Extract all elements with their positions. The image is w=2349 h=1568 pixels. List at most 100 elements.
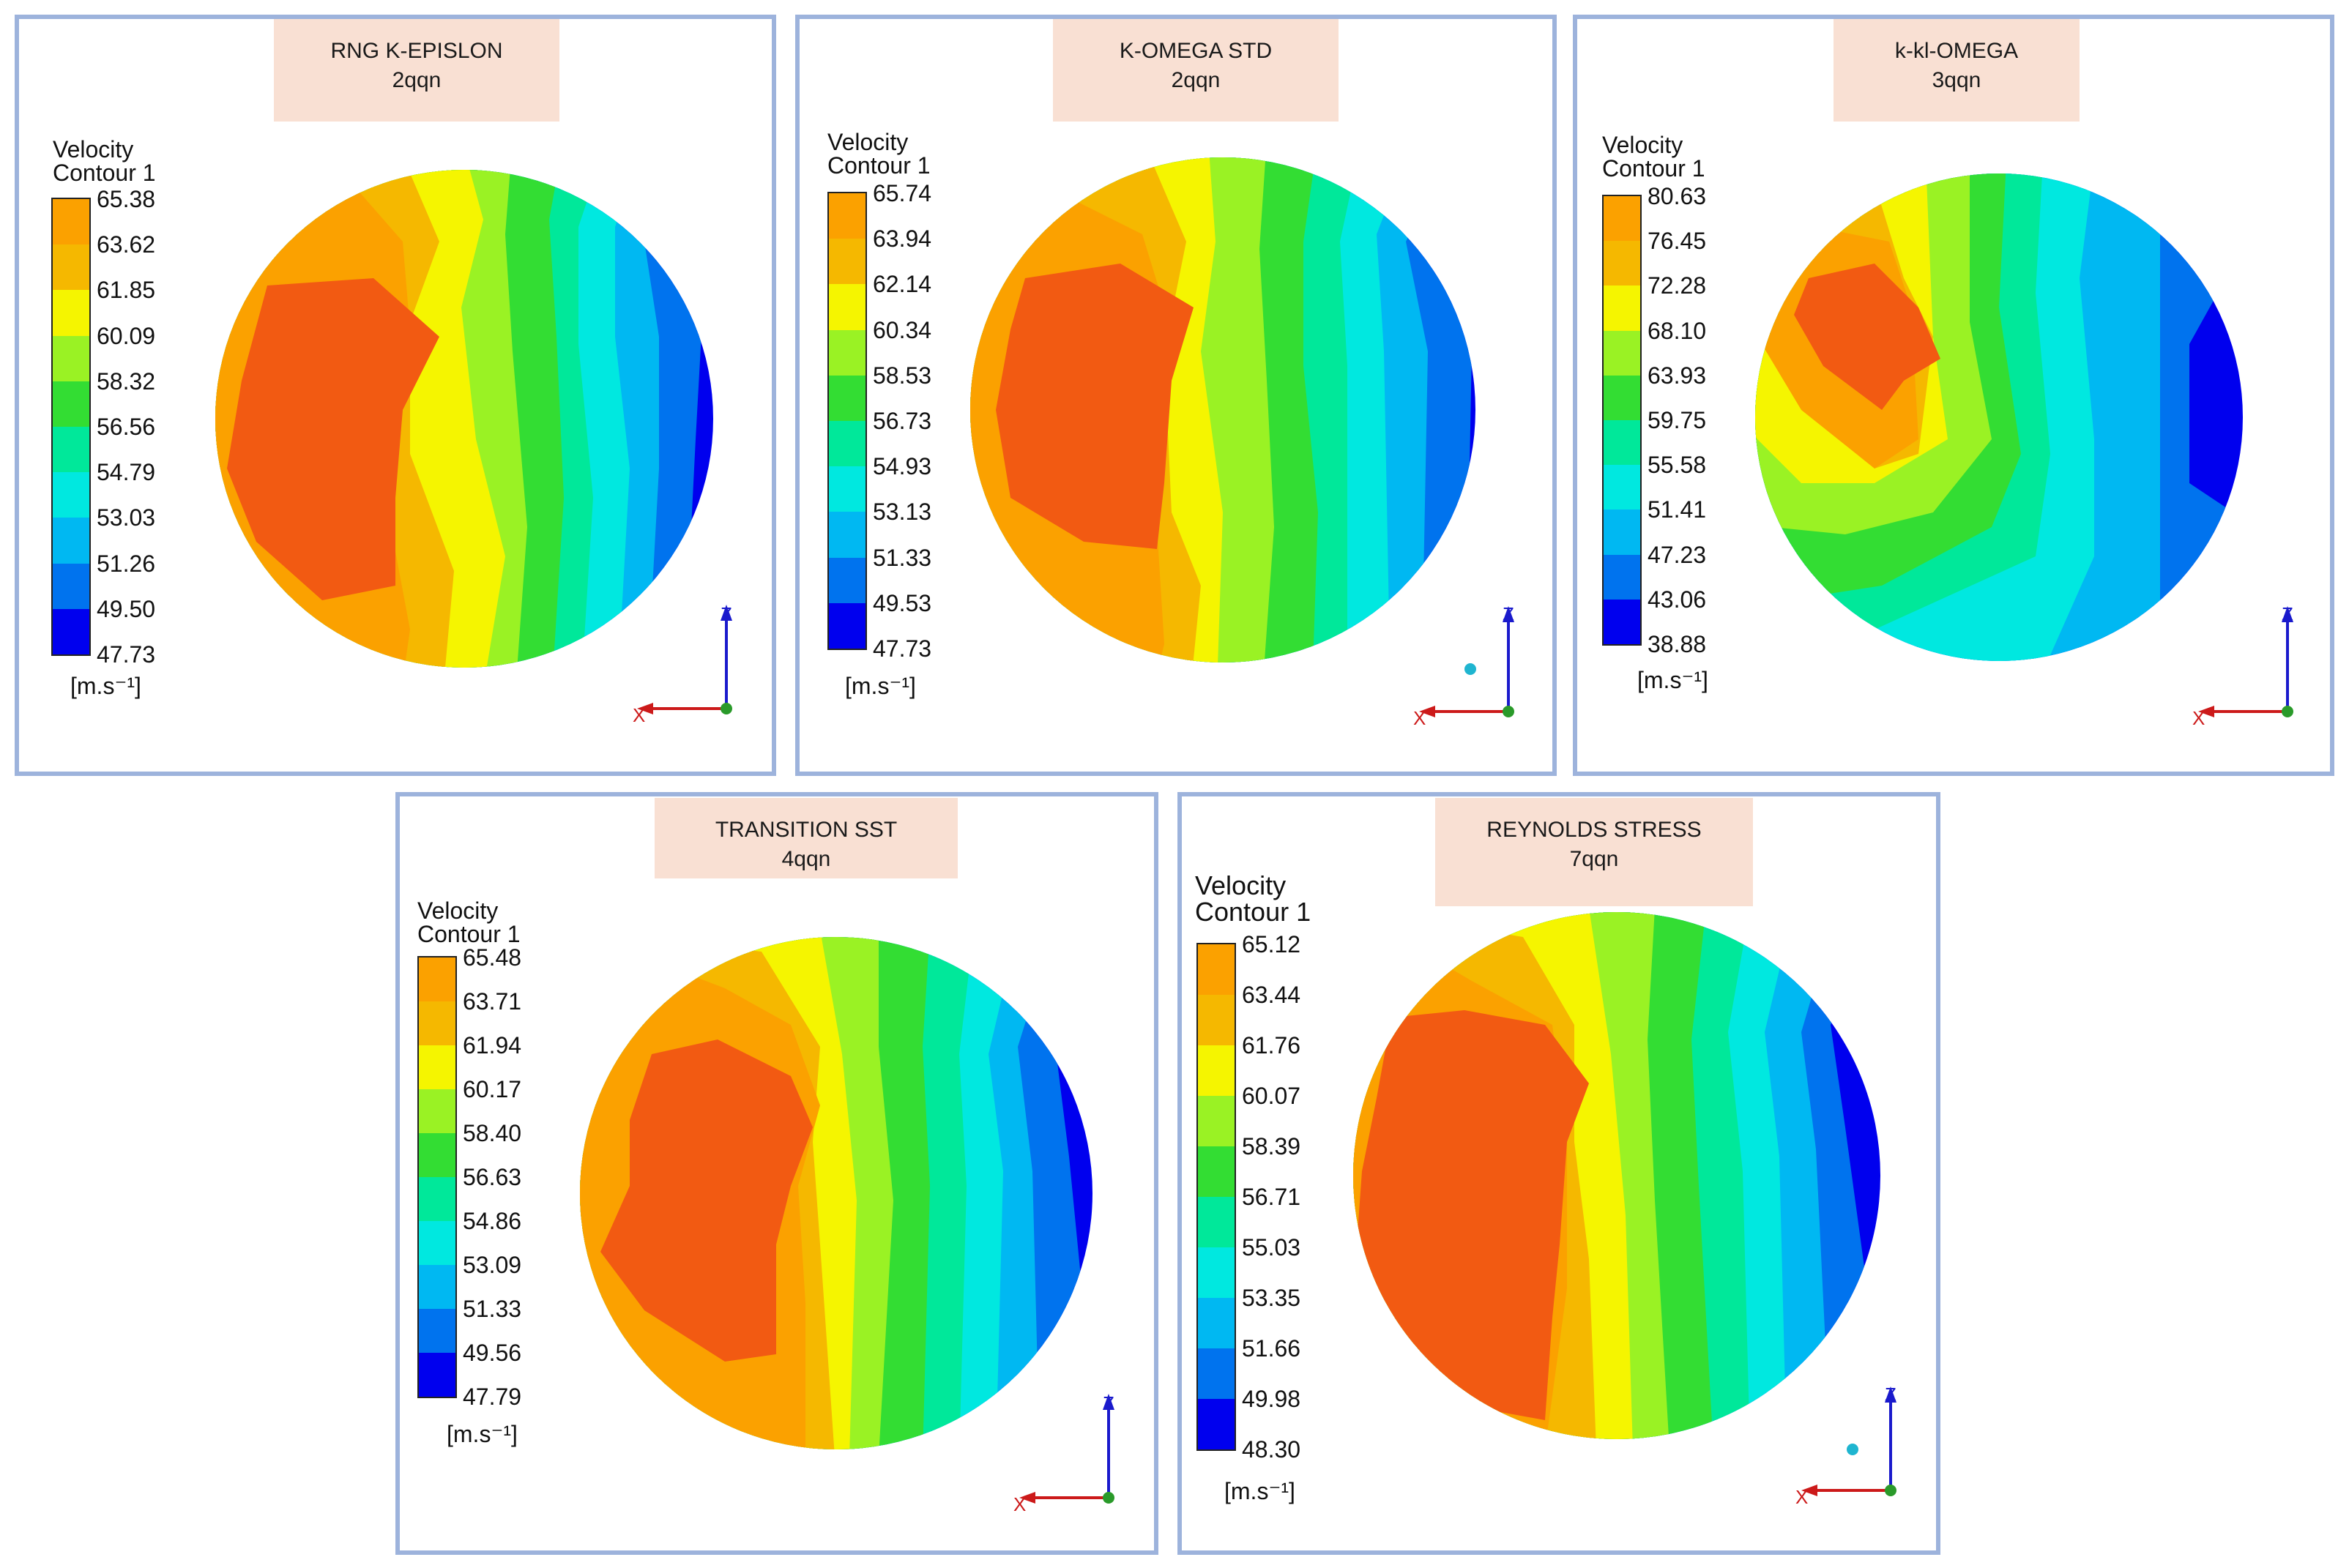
legend-units: [m.s⁻¹] — [1224, 1478, 1295, 1504]
legend-level-label: 56.71 — [1242, 1184, 1301, 1210]
legend-title-line2: Contour 1 — [1195, 897, 1311, 927]
legend-level-label: 54.79 — [97, 459, 156, 486]
panel-header: TRANSITION SST 4qqn — [655, 798, 958, 878]
legend-color-band — [1604, 375, 1640, 420]
legend-level-label: 49.98 — [1242, 1386, 1301, 1412]
color-legend-bar — [827, 192, 867, 650]
model-title: k-kl-OMEGA — [1894, 39, 2019, 63]
legend-level-label: 68.10 — [1648, 317, 1707, 344]
legend-color-band — [53, 426, 89, 473]
legend-color-band — [829, 375, 865, 421]
legend-level-label: 54.86 — [463, 1208, 522, 1234]
color-legend-bar — [417, 956, 457, 1398]
legend-color-band — [53, 518, 89, 564]
legend-color-band — [1604, 554, 1640, 600]
legend-color-band — [1198, 1146, 1235, 1197]
legend-units: [m.s⁻¹] — [70, 673, 141, 699]
legend-color-band — [829, 239, 865, 285]
legend-color-band — [419, 1309, 455, 1353]
legend-color-band — [53, 381, 89, 427]
legend-color-band — [419, 1353, 455, 1397]
model-subtitle: 2qqn — [392, 68, 442, 92]
legend-level-label: 47.79 — [463, 1384, 522, 1410]
color-legend-bar — [51, 198, 91, 656]
legend-color-band — [1198, 1045, 1235, 1096]
legend-level-label: 53.09 — [463, 1252, 522, 1278]
legend-level-label: 43.06 — [1648, 586, 1707, 613]
legend-color-band — [53, 335, 89, 381]
legend-level-label: 63.62 — [97, 231, 156, 258]
legend-color-band — [419, 957, 455, 1001]
legend-color-band — [829, 512, 865, 558]
model-subtitle: 3qqn — [1932, 68, 1981, 92]
legend-color-band — [419, 1089, 455, 1133]
model-title: RNG K-EPISLON — [330, 39, 503, 63]
legend-level-label: 49.53 — [873, 589, 932, 616]
legend-level-label: 65.38 — [97, 186, 156, 212]
legend-level-label: 58.53 — [873, 362, 932, 389]
legend-level-label: 49.56 — [463, 1340, 522, 1366]
legend-color-band — [1198, 1197, 1235, 1247]
legend-color-band — [829, 420, 865, 467]
color-legend-bar — [1196, 943, 1236, 1451]
legend-title-line1: Velocity — [417, 897, 499, 924]
legend-level-label: 51.33 — [873, 544, 932, 571]
legend-level-label: 58.39 — [1242, 1133, 1301, 1160]
legend-color-band — [1604, 285, 1640, 331]
legend-level-label: 58.40 — [463, 1120, 522, 1146]
model-subtitle: 7qqn — [1569, 847, 1619, 871]
legend-level-label: 61.94 — [463, 1032, 522, 1059]
legend-color-band — [1198, 995, 1235, 1045]
legend-color-band — [419, 1265, 455, 1309]
legend-title-line1: Velocity — [1195, 870, 1287, 900]
legend-color-band — [53, 290, 89, 336]
legend-title-line1: Velocity — [1602, 132, 1683, 158]
panel-header: K-OMEGA STD 2qqn — [1053, 19, 1339, 122]
legend-color-band — [419, 1045, 455, 1089]
legend-title-line1: Velocity — [53, 136, 134, 163]
legend-level-label: 60.07 — [1242, 1083, 1301, 1109]
color-legend-bar — [1602, 195, 1642, 646]
panel-header: k-kl-OMEGA 3qqn — [1834, 19, 2080, 122]
legend-level-label: 63.71 — [463, 988, 522, 1015]
legend-title-line2: Contour 1 — [417, 921, 521, 947]
legend-color-band — [1198, 1298, 1235, 1348]
legend-level-label: 63.93 — [1648, 362, 1707, 389]
legend-level-label: 59.75 — [1648, 407, 1707, 433]
legend-color-band — [53, 472, 89, 518]
legend-color-band — [419, 1221, 455, 1265]
model-title: K-OMEGA STD — [1119, 39, 1273, 63]
legend-color-band — [1604, 330, 1640, 376]
legend-title: Velocity Contour 1 — [53, 138, 156, 184]
legend-level-label: 53.35 — [1242, 1285, 1301, 1311]
legend-level-label: 51.66 — [1242, 1335, 1301, 1362]
legend-color-band — [419, 1001, 455, 1045]
legend-level-label: 60.34 — [873, 316, 932, 343]
legend-color-band — [1604, 599, 1640, 644]
legend-color-band — [1198, 944, 1235, 995]
legend-level-label: 53.03 — [97, 504, 156, 531]
panel-k-omega-std — [795, 15, 1557, 776]
legend-level-label: 47.73 — [873, 635, 932, 662]
legend-color-band — [829, 466, 865, 512]
legend-color-band — [829, 193, 865, 239]
legend-color-band — [829, 329, 865, 376]
legend-level-label: 54.93 — [873, 453, 932, 480]
legend-color-band — [419, 1133, 455, 1177]
legend-color-band — [1198, 1348, 1235, 1399]
legend-level-label: 62.14 — [873, 271, 932, 298]
legend-title-line2: Contour 1 — [53, 160, 156, 186]
legend-color-band — [1198, 1096, 1235, 1146]
legend-level-label: 76.45 — [1648, 228, 1707, 255]
legend-units: [m.s⁻¹] — [447, 1421, 518, 1447]
legend-color-band — [829, 557, 865, 603]
legend-title: Velocity Contour 1 — [1195, 873, 1311, 925]
legend-color-band — [53, 199, 89, 245]
legend-level-label: 61.76 — [1242, 1032, 1301, 1059]
legend-title: Velocity Contour 1 — [827, 130, 931, 177]
legend-color-band — [1198, 1399, 1235, 1449]
legend-color-band — [829, 284, 865, 330]
legend-level-label: 56.63 — [463, 1164, 522, 1190]
legend-level-label: 63.94 — [873, 225, 932, 253]
legend-level-label: 55.58 — [1648, 452, 1707, 479]
